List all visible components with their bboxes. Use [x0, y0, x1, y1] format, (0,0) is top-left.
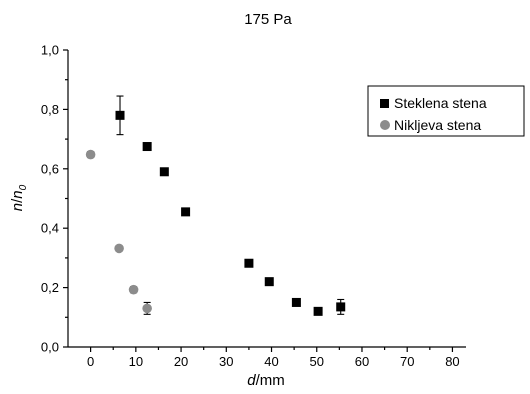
x-tick-label: 10	[129, 354, 143, 369]
y-tick-label: 1,0	[41, 43, 59, 58]
series-steklena	[115, 95, 346, 316]
data-point-square	[244, 258, 254, 268]
y-tick-label: 0,0	[41, 340, 59, 355]
legend-box	[367, 85, 525, 137]
y-axis-title-n: n	[9, 203, 26, 211]
legend-marker-steklena	[380, 99, 389, 108]
data-point-circle	[85, 149, 96, 160]
x-tick-label: 0	[87, 354, 94, 369]
y-axis-title-slash: /	[9, 198, 26, 203]
y-axis-title: n/n0	[9, 184, 29, 211]
x-axis-title-d: d	[247, 372, 256, 389]
y-axis-title-n0: n	[9, 190, 26, 198]
x-tick-label: 20	[174, 354, 188, 369]
y-tick-label: 0,6	[41, 161, 59, 176]
x-tick-label: 60	[355, 354, 369, 369]
x-tick-label: 40	[264, 354, 278, 369]
ticks: 0 10 20 30 40 50 60 70 80 0,0 0,2 0,4 0,6 0,8 1,0	[41, 43, 460, 370]
data-point-circle	[142, 303, 152, 314]
chart-title: 175 Pa	[244, 11, 292, 28]
data-point-square	[336, 302, 346, 312]
data-point-square	[264, 277, 274, 287]
legend-label-nikljeva: Nikljeva stena	[394, 117, 481, 133]
x-tick-label: 30	[219, 354, 233, 369]
data-point-square	[291, 297, 301, 307]
y-tick-label: 0,2	[41, 280, 59, 295]
data-point-circle	[114, 243, 124, 254]
data-point-square	[313, 306, 323, 316]
data-point-square	[181, 207, 191, 217]
y-tick-label: 0,8	[41, 102, 59, 117]
x-tick-label: 50	[310, 354, 324, 369]
data-point-circle	[128, 284, 139, 295]
data-point-square	[115, 110, 125, 120]
series-nikljeva	[85, 149, 152, 315]
data-point-square	[142, 142, 152, 152]
data-point-square	[159, 167, 169, 177]
data-marks	[85, 95, 346, 316]
x-tick-label: 70	[400, 354, 414, 369]
legend-marker-nikljeva	[380, 120, 390, 130]
y-tick-label: 0,4	[41, 221, 59, 236]
x-axis-title: d/mm	[247, 372, 285, 389]
y-axis-title-subscript: 0	[18, 184, 29, 190]
x-tick-label: 80	[445, 354, 459, 369]
legend-label-steklena: Steklena stena	[394, 95, 487, 111]
legend: Steklena stena Nikljeva stena	[367, 85, 525, 137]
x-axis-title-unit: /mm	[256, 372, 285, 389]
